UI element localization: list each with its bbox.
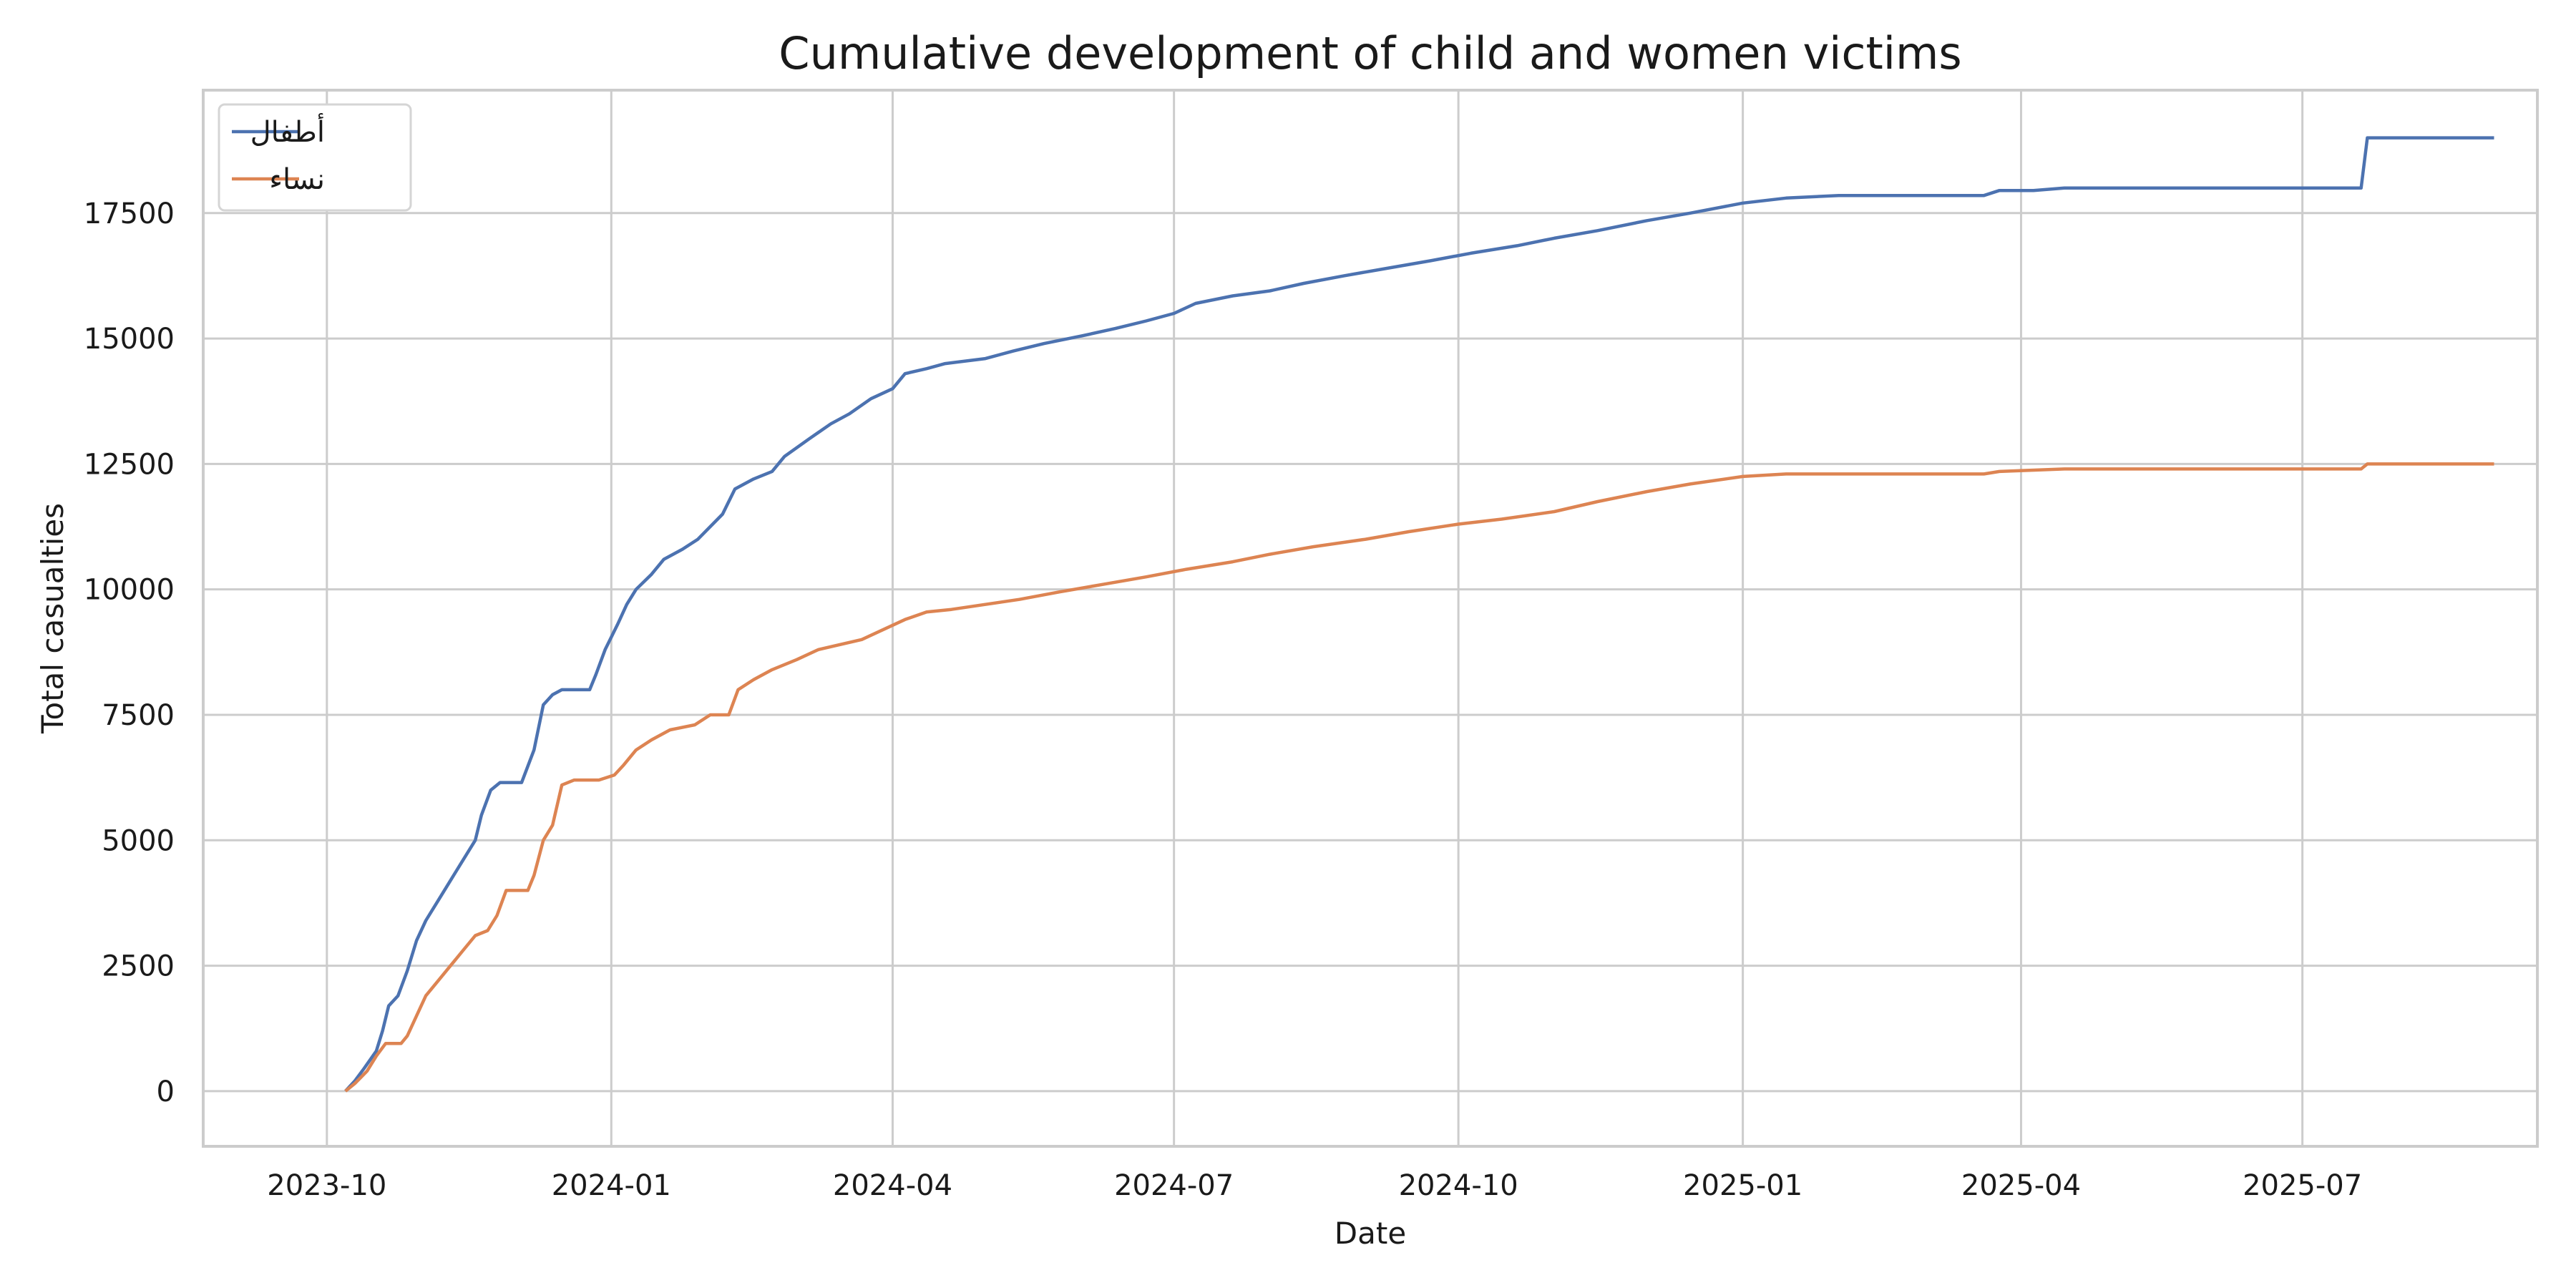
legend-label-women: نساء <box>269 163 325 196</box>
y-axis-label: Total casualties <box>35 503 70 734</box>
x-tick-label: 2024-01 <box>552 1169 671 1202</box>
y-tick-label: 17500 <box>84 197 175 230</box>
x-tick-label: 2023-10 <box>267 1169 386 1202</box>
chart-title: Cumulative development of child and wome… <box>779 27 1961 79</box>
y-tick-label: 10000 <box>84 574 175 607</box>
x-axis-label: Date <box>1335 1216 1406 1251</box>
y-tick-label: 12500 <box>84 448 175 481</box>
series-group <box>344 136 2494 1093</box>
y-tick-label: 2500 <box>102 950 175 983</box>
x-tick-label: 2025-01 <box>1683 1169 1802 1202</box>
y-tick-label: 0 <box>157 1075 175 1108</box>
grid <box>203 90 2537 1146</box>
x-tick-label: 2025-04 <box>1961 1169 2081 1202</box>
y-tick-label: 7500 <box>102 699 175 732</box>
axis-ticks: 2023-10 2024-01 2024-04 2024-07 2024-10 2025-… <box>84 197 2362 1202</box>
series-line-children <box>344 136 2494 1093</box>
y-tick-label: 5000 <box>102 824 175 857</box>
y-tick-label: 15000 <box>84 323 175 356</box>
series-line-women <box>344 462 2494 1093</box>
x-tick-label: 2024-07 <box>1114 1169 1234 1202</box>
legend-label-children: أطفال <box>250 113 325 149</box>
x-tick-label: 2024-04 <box>833 1169 952 1202</box>
plot-frame <box>202 89 2539 1148</box>
x-tick-label: 2025-07 <box>2243 1169 2362 1202</box>
legend: أطفال نساء <box>218 103 412 212</box>
x-tick-label: 2024-10 <box>1399 1169 1518 1202</box>
